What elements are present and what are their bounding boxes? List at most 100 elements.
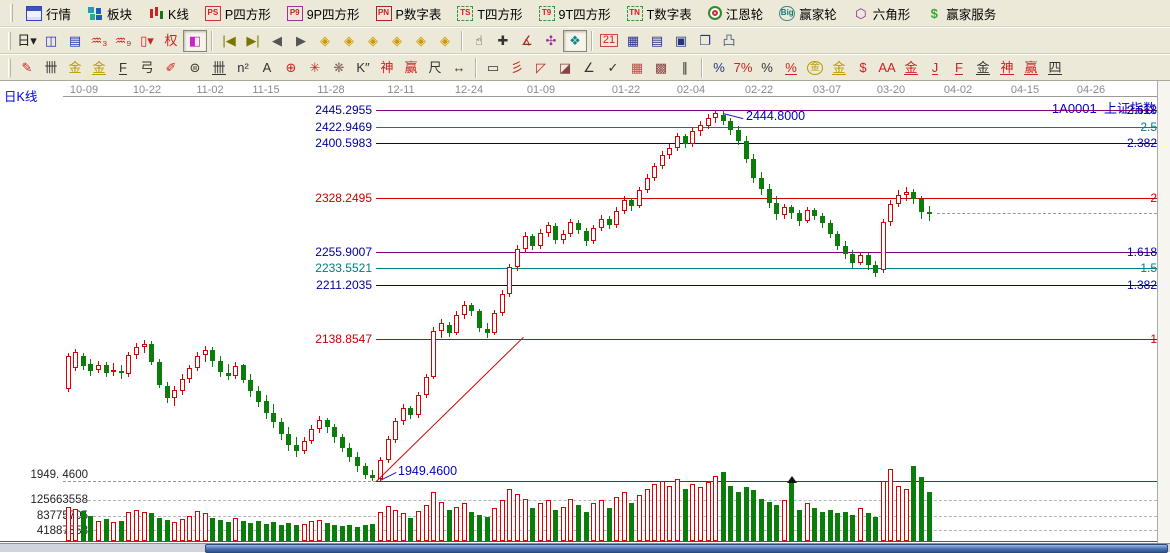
menu-item-sectors[interactable]: 板块 <box>80 2 139 25</box>
menu-item-gann-wheel[interactable]: 江恩轮 <box>701 2 771 25</box>
horizontal-scrollbar-track[interactable] <box>0 543 1170 553</box>
shen-tool-button[interactable]: 神 <box>375 57 399 79</box>
menu-item-winner-service[interactable]: $ 赢家服务 <box>919 2 1003 25</box>
golden-section-tool-button[interactable]: 金 <box>63 57 87 79</box>
gold-under-tool-button[interactable]: 金 <box>899 57 923 79</box>
circle-lines-tool-button-icon: ⊜ <box>189 60 201 75</box>
shift-right-button[interactable]: ◈ <box>337 30 361 52</box>
rights-adjust-button[interactable]: 权 <box>159 30 183 52</box>
pan-tool-button[interactable]: ☝ <box>467 30 491 52</box>
volume-bar <box>96 521 101 541</box>
export-button[interactable]: ❐ <box>693 30 717 52</box>
menu-item-p-square[interactable]: PS P四方形 <box>198 2 278 25</box>
calculator-button[interactable]: ▦ <box>621 30 645 52</box>
volume-bar <box>88 516 93 541</box>
grid-lines-tool-button[interactable]: 卌 <box>39 57 63 79</box>
golden-band-tool-button[interactable]: 金 <box>87 57 111 79</box>
four-angle-tool-button[interactable]: 四 <box>1043 57 1067 79</box>
expand-chart-button[interactable]: ◈ <box>409 30 433 52</box>
candle <box>805 210 810 221</box>
chart-pattern-button[interactable]: ◫ <box>39 30 63 52</box>
seven-percent-tool-button[interactable]: 7% <box>731 57 755 79</box>
gold-circle-tool-button[interactable]: 金 <box>803 57 827 79</box>
density-lines-tool-button[interactable]: 卌 <box>207 57 231 79</box>
check-lines-tool-button[interactable]: ✓ <box>601 57 625 79</box>
candle <box>759 178 764 189</box>
minute-chart-3-button[interactable]: ♒₃ <box>87 30 111 52</box>
zoom-in-h-button[interactable]: ◈ <box>385 30 409 52</box>
menu-item-9t-square[interactable]: T9 9T四方形 <box>532 2 618 25</box>
minute-chart-9-button-icon: ♒₉ <box>114 33 132 48</box>
candle-style-button[interactable]: ▯▾ <box>135 30 159 52</box>
minute-chart-9-button[interactable]: ♒₉ <box>111 30 135 52</box>
menu-item-label: 板块 <box>107 7 133 22</box>
fan-shade-tool-button[interactable]: ◸ <box>529 57 553 79</box>
f-angle-tool-button[interactable]: F <box>947 57 971 79</box>
double-wave-tool-button[interactable]: AA <box>875 57 899 79</box>
date-label: 11-02 <box>196 84 224 96</box>
level-fib-label: 2 <box>1150 191 1157 205</box>
star-rays-tool-button[interactable]: ✳ <box>303 57 327 79</box>
circle-lines-tool-button[interactable]: ⊜ <box>183 57 207 79</box>
n-square-tool-button[interactable]: n² <box>231 57 255 79</box>
board-info-button[interactable]: ▤ <box>63 30 87 52</box>
menu-item-p-digit-table[interactable]: PN P数字表 <box>369 2 449 25</box>
angle-measure-button[interactable]: ∡ <box>515 30 539 52</box>
period-selector-button[interactable]: 日▾ <box>15 30 39 52</box>
percent-tool-button[interactable]: % <box>755 57 779 79</box>
target-circle-tool-button[interactable]: ⊕ <box>279 57 303 79</box>
menu-item-winner-wheel[interactable]: Big 赢家轮 <box>772 2 844 25</box>
vertical-scrollbar[interactable] <box>1158 81 1170 543</box>
gold-angle-tool-button[interactable]: 金 <box>971 57 995 79</box>
zoom-out-h-button[interactable]: ◈ <box>361 30 385 52</box>
grid-box-tool-button[interactable]: ▩ <box>649 57 673 79</box>
price-brush-tool-button[interactable]: $ <box>851 57 875 79</box>
gann-tool-button[interactable]: ✣ <box>539 30 563 52</box>
ying-tool-button[interactable]: 赢 <box>399 57 423 79</box>
angle-a-tool-button[interactable]: A <box>255 57 279 79</box>
box-select-tool-button[interactable]: ▭ <box>481 57 505 79</box>
menu-item-hexagon[interactable]: ⬡ 六角形 <box>846 2 918 25</box>
double-wave-tool-button-icon: AA <box>878 60 896 75</box>
spider-web-tool-button[interactable]: ❋ <box>327 57 351 79</box>
candle <box>698 125 703 131</box>
next-page-button[interactable]: ▶ <box>289 30 313 52</box>
red-grid-tool-button[interactable]: ▦ <box>625 57 649 79</box>
base-level-dashed-line <box>63 481 376 482</box>
menu-item-t-digit-table[interactable]: TN T数字表 <box>620 2 699 25</box>
j-angle-tool-button[interactable]: J <box>923 57 947 79</box>
shift-left-button[interactable]: ◈ <box>313 30 337 52</box>
menu-item-9p-square[interactable]: P9 9P四方形 <box>280 2 367 25</box>
ying-angle-tool-button[interactable]: 赢 <box>1019 57 1043 79</box>
menu-item-quotes[interactable]: 行情 <box>19 2 78 25</box>
parallel-lines-tool-button[interactable]: ∥ <box>673 57 697 79</box>
ruler-tool-button[interactable]: 尺 <box>423 57 447 79</box>
compress-chart-button[interactable]: ◈ <box>433 30 457 52</box>
shen-angle-tool-button[interactable]: 神 <box>995 57 1019 79</box>
notes-button[interactable]: ▤ <box>645 30 669 52</box>
last-page-button[interactable]: ▶| <box>241 30 265 52</box>
spiral-tool-button[interactable]: 弓 <box>135 57 159 79</box>
calendar-button[interactable]: 21 <box>597 30 621 52</box>
percent-table-tool-button[interactable]: % <box>707 57 731 79</box>
k-mark-tool-button[interactable]: K″ <box>351 57 375 79</box>
first-page-button[interactable]: |◀ <box>217 30 241 52</box>
brush2-tool-button[interactable]: ✐ <box>159 57 183 79</box>
candle <box>302 441 307 451</box>
trend-arrows-tool-button[interactable]: ∠ <box>577 57 601 79</box>
prev-page-button[interactable]: ◀ <box>265 30 289 52</box>
save-button[interactable]: ▣ <box>669 30 693 52</box>
menu-item-kline[interactable]: K线 <box>141 2 196 25</box>
box-fan-tool-button[interactable]: ◪ <box>553 57 577 79</box>
percent-line-tool-button[interactable]: % <box>779 57 803 79</box>
color-chart-button[interactable]: ◧ <box>183 29 207 52</box>
brush-tool-button[interactable]: ✎ <box>15 57 39 79</box>
menu-item-t-square[interactable]: TS T四方形 <box>450 2 529 25</box>
region-tool-button[interactable]: ❖ <box>563 29 587 52</box>
print-button[interactable]: 凸 <box>717 30 741 52</box>
fan-lines-tool-button[interactable]: 彡 <box>505 57 529 79</box>
h-span-tool-button[interactable]: ↔ <box>447 57 471 79</box>
fibo-lines-tool-button[interactable]: F <box>111 57 135 79</box>
gold-lines-tool-button[interactable]: 金 <box>827 57 851 79</box>
crosshair-tool-button[interactable]: ✚ <box>491 30 515 52</box>
